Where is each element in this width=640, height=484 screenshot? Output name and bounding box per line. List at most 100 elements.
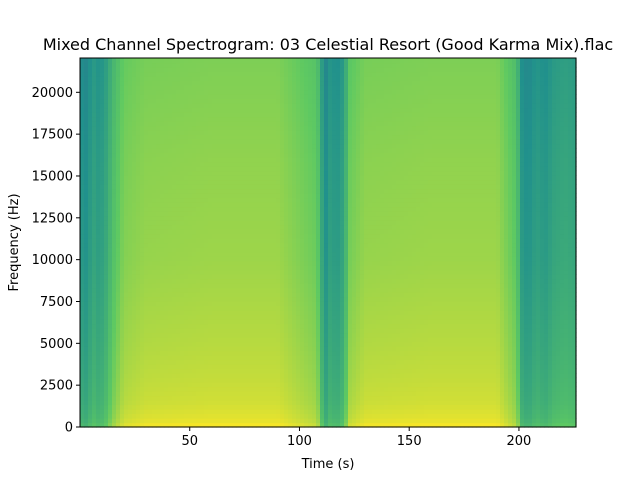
spectrogram-cell [192, 193, 197, 199]
spectrogram-cell [100, 62, 105, 68]
spectrogram-cell [104, 233, 109, 239]
spectrogram-cell [140, 67, 145, 73]
spectrogram-cell [88, 391, 93, 397]
spectrogram-cell [200, 224, 205, 230]
spectrogram-cell [184, 251, 189, 257]
spectrogram-cell [248, 80, 253, 86]
spectrogram-cell [172, 206, 177, 212]
spectrogram-cell [204, 251, 209, 257]
spectrogram-cell [276, 332, 281, 338]
spectrogram-cell [264, 400, 269, 406]
spectrogram-cell [272, 328, 277, 334]
spectrogram-cell [96, 301, 101, 307]
spectrogram-cell [296, 89, 301, 95]
spectrogram-cell [200, 143, 205, 149]
spectrogram-cell [256, 220, 261, 226]
spectrogram-cell [248, 67, 253, 73]
spectrogram-cell [112, 58, 117, 64]
spectrogram-cell [300, 418, 305, 424]
spectrogram-cell [152, 215, 157, 221]
spectrogram-cell [204, 85, 209, 91]
spectrogram-cell [168, 422, 173, 428]
spectrogram-cell [288, 179, 293, 185]
spectrogram-cell [288, 116, 293, 122]
spectrogram-cell [256, 67, 261, 73]
spectrogram-cell [208, 346, 213, 352]
spectrogram-cell [256, 409, 261, 415]
spectrogram-cell [276, 139, 281, 145]
spectrogram-cell [104, 130, 109, 136]
spectrogram-cell [104, 269, 109, 275]
spectrogram-cell [216, 139, 221, 145]
spectrogram-cell [104, 94, 109, 100]
spectrogram-cell [128, 409, 133, 415]
spectrogram-cell [148, 85, 153, 91]
spectrogram-cell [132, 80, 137, 86]
spectrogram-cell [224, 184, 229, 190]
spectrogram-cell [272, 98, 277, 104]
spectrogram-cell [256, 319, 261, 325]
spectrogram-cell [200, 193, 205, 199]
spectrogram-cell [240, 341, 245, 347]
spectrogram-cell [160, 359, 165, 365]
spectrogram-cell [256, 332, 261, 338]
spectrogram-cell [320, 170, 325, 176]
spectrogram-cell [196, 314, 201, 320]
spectrogram-cell [260, 233, 265, 239]
spectrogram-cell [96, 170, 101, 176]
spectrogram-cell [164, 71, 169, 77]
spectrogram-cell [148, 310, 153, 316]
spectrogram-cell [208, 292, 213, 298]
spectrogram-cell [188, 148, 193, 154]
spectrogram-cell [200, 319, 205, 325]
spectrogram-cell [208, 368, 213, 374]
spectrogram-cell [300, 359, 305, 365]
spectrogram-cell [108, 418, 113, 424]
spectrogram-cell [168, 274, 173, 280]
spectrogram-cell [176, 166, 181, 172]
spectrogram-cell [88, 175, 93, 181]
spectrogram-cell [112, 418, 117, 424]
spectrogram-cell [156, 238, 161, 244]
spectrogram-cell [236, 391, 241, 397]
spectrogram-cell [300, 368, 305, 374]
spectrogram-cell [140, 328, 145, 334]
spectrogram-cell [152, 71, 157, 77]
spectrogram-cell [288, 67, 293, 73]
spectrogram-cell [128, 251, 133, 257]
spectrogram-cell [184, 197, 189, 203]
spectrogram-cell [128, 328, 133, 334]
spectrogram-cell [204, 377, 209, 383]
spectrogram-cell [84, 94, 89, 100]
spectrogram-cell [288, 260, 293, 266]
spectrogram-cell [156, 296, 161, 302]
spectrogram-cell [292, 305, 297, 311]
spectrogram-cell [84, 130, 89, 136]
spectrogram-cell [124, 161, 129, 167]
spectrogram-cell [300, 233, 305, 239]
spectrogram-cell [244, 382, 249, 388]
spectrogram-cell [232, 301, 237, 307]
spectrogram-cell [104, 58, 109, 64]
spectrogram-cell [220, 134, 225, 140]
spectrogram-cell [124, 238, 129, 244]
spectrogram-cell [192, 314, 197, 320]
spectrogram-cell [132, 157, 137, 163]
spectrogram-cell [220, 413, 225, 419]
spectrogram-cell [156, 395, 161, 401]
spectrogram-cell [120, 296, 125, 302]
spectrogram-cell [240, 121, 245, 127]
spectrogram-cell [148, 323, 153, 329]
spectrogram-cell [212, 229, 217, 235]
spectrogram-cell [184, 310, 189, 316]
spectrogram-cell [252, 332, 257, 338]
spectrogram-cell [148, 188, 153, 194]
spectrogram-cell [228, 161, 233, 167]
spectrogram-cell [128, 337, 133, 343]
spectrogram-cell [236, 148, 241, 154]
spectrogram-cell [316, 319, 321, 325]
spectrogram-cell [132, 148, 137, 154]
spectrogram-cell [96, 314, 101, 320]
spectrogram-cell [228, 305, 233, 311]
spectrogram-cell [296, 197, 301, 203]
